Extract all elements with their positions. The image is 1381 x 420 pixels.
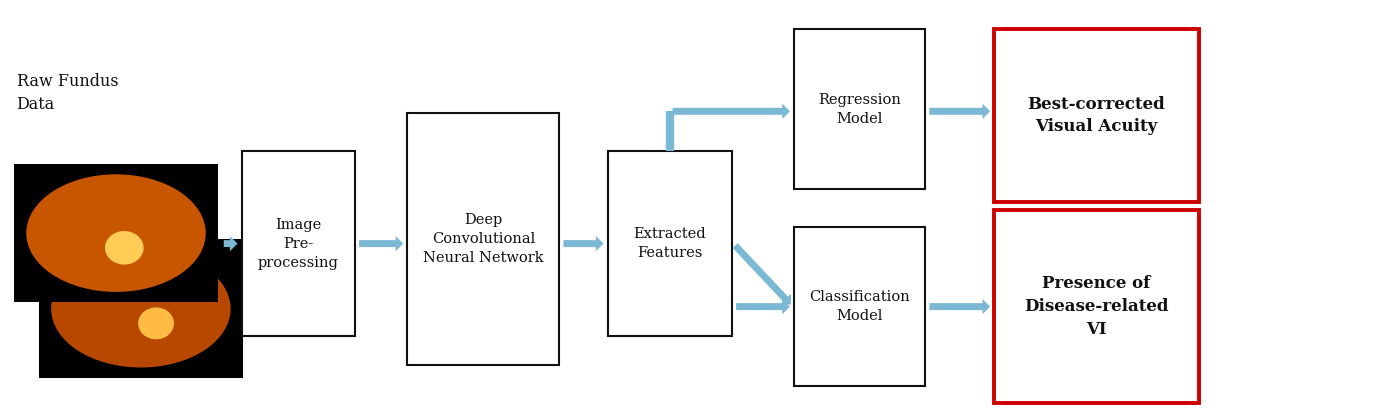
Text: Classification
Model: Classification Model	[809, 290, 910, 323]
Ellipse shape	[26, 174, 206, 292]
FancyBboxPatch shape	[794, 29, 925, 189]
Text: Extracted
Features: Extracted Features	[634, 227, 706, 260]
Text: Regression
Model: Regression Model	[818, 93, 902, 126]
FancyBboxPatch shape	[994, 210, 1199, 403]
Text: Presence of
Disease-related
VI: Presence of Disease-related VI	[1025, 275, 1168, 338]
Text: Best-corrected
Visual Acuity: Best-corrected Visual Acuity	[1027, 96, 1166, 135]
FancyBboxPatch shape	[39, 239, 243, 378]
FancyBboxPatch shape	[794, 227, 925, 386]
Text: Image
Pre-
processing: Image Pre- processing	[258, 218, 338, 270]
Text: Deep
Convolutional
Neural Network: Deep Convolutional Neural Network	[423, 213, 544, 265]
Text: Raw Fundus
Data: Raw Fundus Data	[17, 74, 119, 113]
FancyBboxPatch shape	[242, 151, 355, 336]
FancyBboxPatch shape	[14, 164, 218, 302]
FancyBboxPatch shape	[407, 113, 559, 365]
FancyBboxPatch shape	[608, 151, 732, 336]
Ellipse shape	[51, 250, 231, 368]
Ellipse shape	[138, 307, 174, 339]
FancyBboxPatch shape	[994, 29, 1199, 202]
Ellipse shape	[105, 231, 144, 265]
